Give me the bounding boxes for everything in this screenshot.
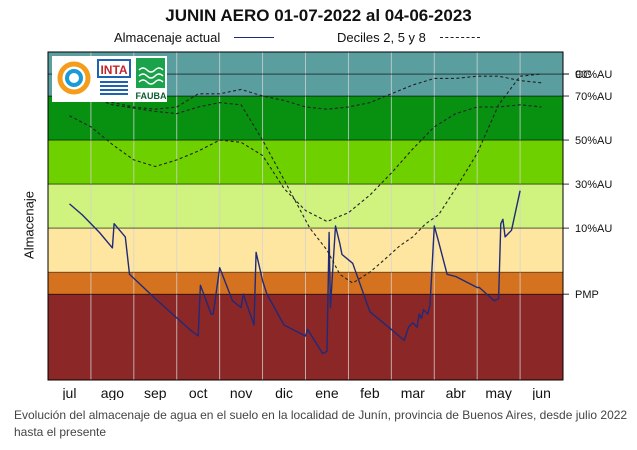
x-tick-label: jun bbox=[531, 385, 551, 400]
fauba-waves-icon bbox=[138, 67, 164, 85]
x-tick-label: oct bbox=[189, 385, 208, 400]
right-axis: CC PMP 10%AU 30%AU 50%AU 70%AU 90%AU bbox=[563, 69, 612, 301]
x-tick-label: dic bbox=[275, 385, 293, 400]
x-tick-label: mar bbox=[401, 385, 425, 400]
series-decile-3 bbox=[69, 75, 542, 110]
conicet-logo-icon bbox=[57, 61, 91, 95]
chart-title: JUNIN AERO 01-07-2022 al 04-06-2023 bbox=[165, 6, 472, 25]
fauba-logo-mark-icon bbox=[136, 58, 165, 88]
series-decile-2 bbox=[69, 104, 542, 223]
right-label-cc: CC bbox=[575, 69, 591, 81]
logos: INTA FAUBA bbox=[52, 56, 167, 102]
legend-item-deciles: Deciles 2, 5 y 8 bbox=[337, 30, 480, 45]
legend: Almacenaje actual Deciles 2, 5 y 8 bbox=[0, 30, 637, 48]
x-axis: jul ago sep oct nov dic ene feb mar abr may jun bbox=[61, 385, 550, 400]
x-tick-label: abr bbox=[446, 385, 467, 400]
right-label: 10%AU bbox=[575, 223, 612, 235]
chart: jul ago sep oct nov dic ene feb mar abr may jun CC P… bbox=[47, 51, 612, 400]
right-label: 70%AU bbox=[575, 91, 612, 103]
series-layer bbox=[69, 73, 542, 355]
x-tick-label: sep bbox=[144, 385, 167, 400]
x-tick-label: jul bbox=[61, 385, 76, 400]
right-label: PMP bbox=[575, 289, 599, 301]
x-tick-label: may bbox=[485, 385, 511, 400]
series-decile-1 bbox=[69, 73, 542, 284]
legend-swatch-deciles bbox=[439, 37, 480, 38]
frame-rect bbox=[47, 51, 564, 381]
inta-logo-frame bbox=[97, 59, 131, 78]
series-actual bbox=[69, 190, 521, 355]
plot-frame bbox=[47, 51, 564, 381]
x-tick-label: feb bbox=[360, 385, 380, 400]
x-tick-label: ene bbox=[315, 385, 339, 400]
right-label: 50%AU bbox=[575, 135, 612, 147]
legend-label-actual: Almacenaje actual bbox=[114, 30, 221, 45]
right-label: 90%AU bbox=[575, 69, 612, 81]
caption: Evolución del almacenaje de agua en el s… bbox=[14, 408, 628, 439]
legend-label-deciles: Deciles 2, 5 y 8 bbox=[337, 30, 426, 45]
legend-item-actual: Almacenaje actual bbox=[114, 30, 275, 45]
legend-swatch-actual bbox=[234, 37, 275, 38]
x-tick-label: nov bbox=[230, 385, 253, 400]
fauba-logo-text: FAUBA bbox=[136, 91, 167, 101]
right-label: 30%AU bbox=[575, 179, 612, 191]
x-tick-label: ago bbox=[101, 385, 125, 400]
conicet-logo-inner-icon bbox=[65, 69, 83, 87]
inta-logo-text: INTA bbox=[100, 63, 127, 77]
